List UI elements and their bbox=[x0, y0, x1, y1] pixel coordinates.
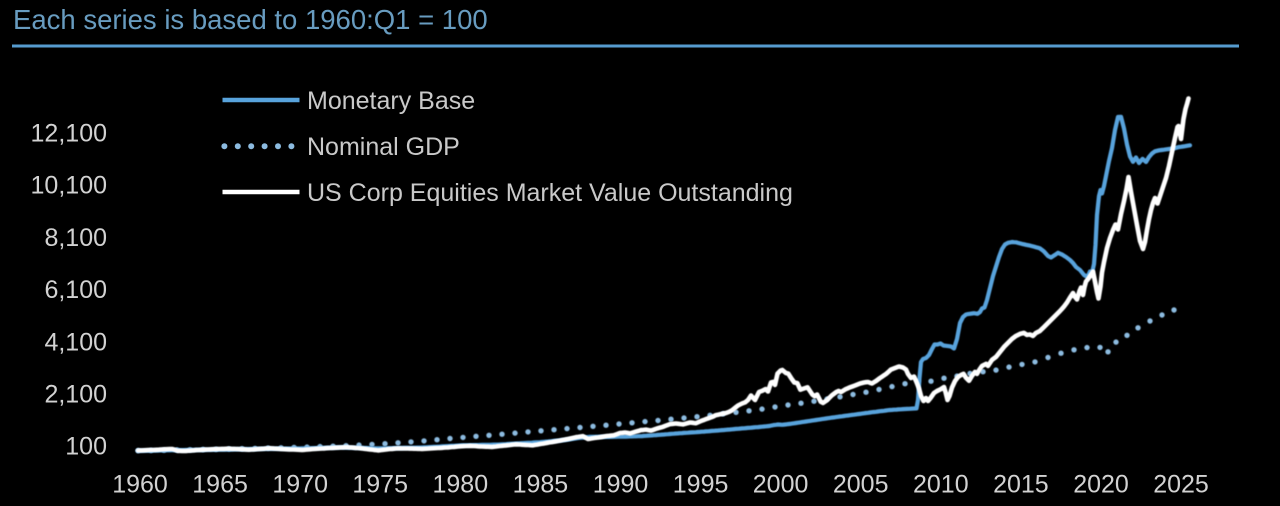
svg-text:100: 100 bbox=[65, 433, 107, 461]
svg-text:1990: 1990 bbox=[593, 471, 649, 499]
svg-text:1995: 1995 bbox=[673, 471, 729, 499]
svg-text:2015: 2015 bbox=[993, 471, 1049, 499]
svg-text:2000: 2000 bbox=[753, 471, 809, 499]
svg-text:2,100: 2,100 bbox=[44, 381, 107, 409]
svg-text:2020: 2020 bbox=[1073, 471, 1129, 499]
svg-text:4,100: 4,100 bbox=[44, 328, 107, 356]
svg-text:Monetary Base: Monetary Base bbox=[307, 87, 475, 115]
svg-text:8,100: 8,100 bbox=[44, 224, 107, 252]
svg-text:2005: 2005 bbox=[833, 471, 889, 499]
svg-text:1965: 1965 bbox=[192, 471, 248, 499]
svg-text:6,100: 6,100 bbox=[44, 276, 107, 304]
svg-text:1980: 1980 bbox=[432, 471, 488, 499]
svg-text:2010: 2010 bbox=[913, 471, 969, 499]
svg-text:1975: 1975 bbox=[352, 471, 408, 499]
svg-text:1970: 1970 bbox=[272, 471, 328, 499]
svg-text:1985: 1985 bbox=[513, 471, 569, 499]
svg-text:2025: 2025 bbox=[1153, 471, 1209, 499]
svg-text:1960: 1960 bbox=[112, 471, 168, 499]
svg-text:Each series is based to 1960:Q: Each series is based to 1960:Q1 = 100 bbox=[13, 4, 488, 35]
svg-text:US Corp Equities Market Value: US Corp Equities Market Value Outstandin… bbox=[307, 179, 793, 207]
svg-text:10,100: 10,100 bbox=[31, 172, 107, 200]
svg-text:12,100: 12,100 bbox=[31, 120, 107, 148]
svg-text:Nominal GDP: Nominal GDP bbox=[307, 133, 460, 161]
